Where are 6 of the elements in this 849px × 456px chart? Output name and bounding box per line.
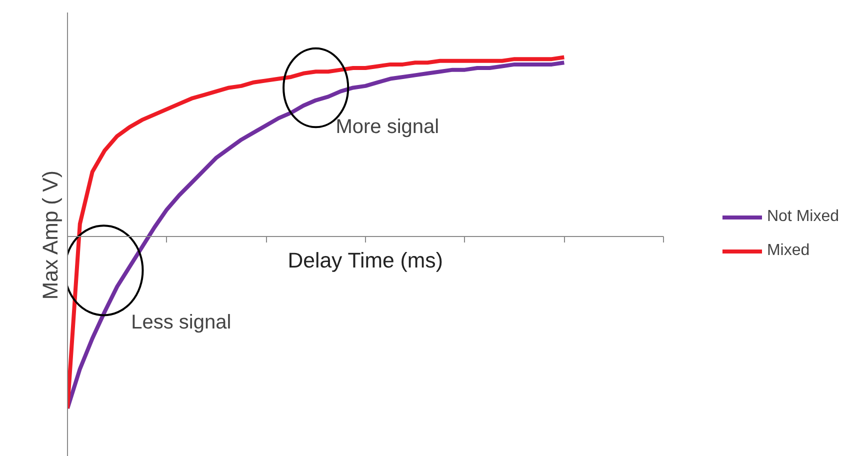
y-axis-title: Max Amp ( V) <box>38 170 62 300</box>
legend-label: Not Mixed <box>766 208 839 226</box>
x-axis-title: Delay Time (ms) <box>288 248 443 272</box>
legend-label: Mixed <box>766 242 810 260</box>
annotation: Less signal <box>131 311 232 334</box>
annotation: More signal <box>336 116 440 138</box>
